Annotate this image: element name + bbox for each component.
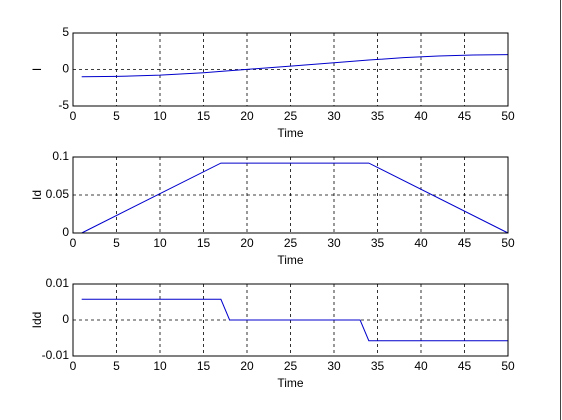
x-tick-label: 5	[113, 109, 120, 123]
x-axis-label: Time	[277, 253, 304, 267]
data-line	[81, 298, 508, 342]
axes-box	[72, 32, 509, 107]
x-tick-label: 30	[327, 359, 341, 373]
x-tick-label: 50	[501, 359, 515, 373]
x-tick-label: 30	[327, 236, 341, 250]
x-tick-label: 40	[414, 359, 428, 373]
y-axis-label: I	[30, 68, 44, 71]
x-tick-label: 5	[113, 236, 120, 250]
x-tick-label: 35	[371, 236, 385, 250]
x-tick-label: 25	[284, 109, 298, 123]
y-tick-label: 0	[62, 62, 69, 76]
x-tick-label: 25	[284, 359, 298, 373]
axes-box	[72, 156, 509, 234]
x-tick-label: 20	[240, 236, 254, 250]
x-tick-label: 20	[240, 109, 254, 123]
x-tick-label: 20	[240, 359, 254, 373]
y-axis-label: Idd	[30, 312, 44, 329]
y-tick-label: 0.1	[52, 149, 69, 163]
x-tick-label: 0	[70, 109, 77, 123]
x-tick-label: 5	[113, 359, 120, 373]
y-tick-label: -0.01	[42, 348, 70, 362]
x-tick-label: 50	[501, 109, 515, 123]
x-tick-label: 45	[458, 359, 472, 373]
data-line	[81, 162, 509, 234]
x-tick-label: 0	[70, 359, 77, 373]
x-tick-label: 45	[458, 236, 472, 250]
y-tick-label: 0	[62, 225, 69, 239]
data-line	[81, 54, 509, 78]
x-tick-label: 35	[371, 109, 385, 123]
x-tick-label: 35	[371, 359, 385, 373]
x-tick-label: 50	[501, 236, 515, 250]
x-tick-label: 15	[197, 359, 211, 373]
x-tick-label: 10	[153, 359, 167, 373]
x-tick-label: 10	[153, 109, 167, 123]
y-tick-label: 5	[62, 25, 69, 39]
y-tick-label: 0.01	[46, 276, 70, 290]
x-axis-label: Time	[277, 376, 304, 390]
y-tick-label: -5	[58, 98, 69, 112]
y-tick-label: 0.05	[46, 187, 70, 201]
x-tick-label: 10	[153, 236, 167, 250]
x-tick-label: 40	[414, 109, 428, 123]
x-tick-label: 40	[414, 236, 428, 250]
x-tick-label: 45	[458, 109, 472, 123]
x-tick-label: 25	[284, 236, 298, 250]
axes-box	[72, 283, 509, 357]
x-tick-label: 30	[327, 109, 341, 123]
x-axis-label: Time	[277, 126, 304, 140]
y-tick-label: 0	[62, 312, 69, 326]
x-tick-label: 0	[70, 236, 77, 250]
x-tick-label: 15	[197, 109, 211, 123]
y-axis-label: Id	[30, 190, 44, 200]
x-tick-label: 15	[197, 236, 211, 250]
